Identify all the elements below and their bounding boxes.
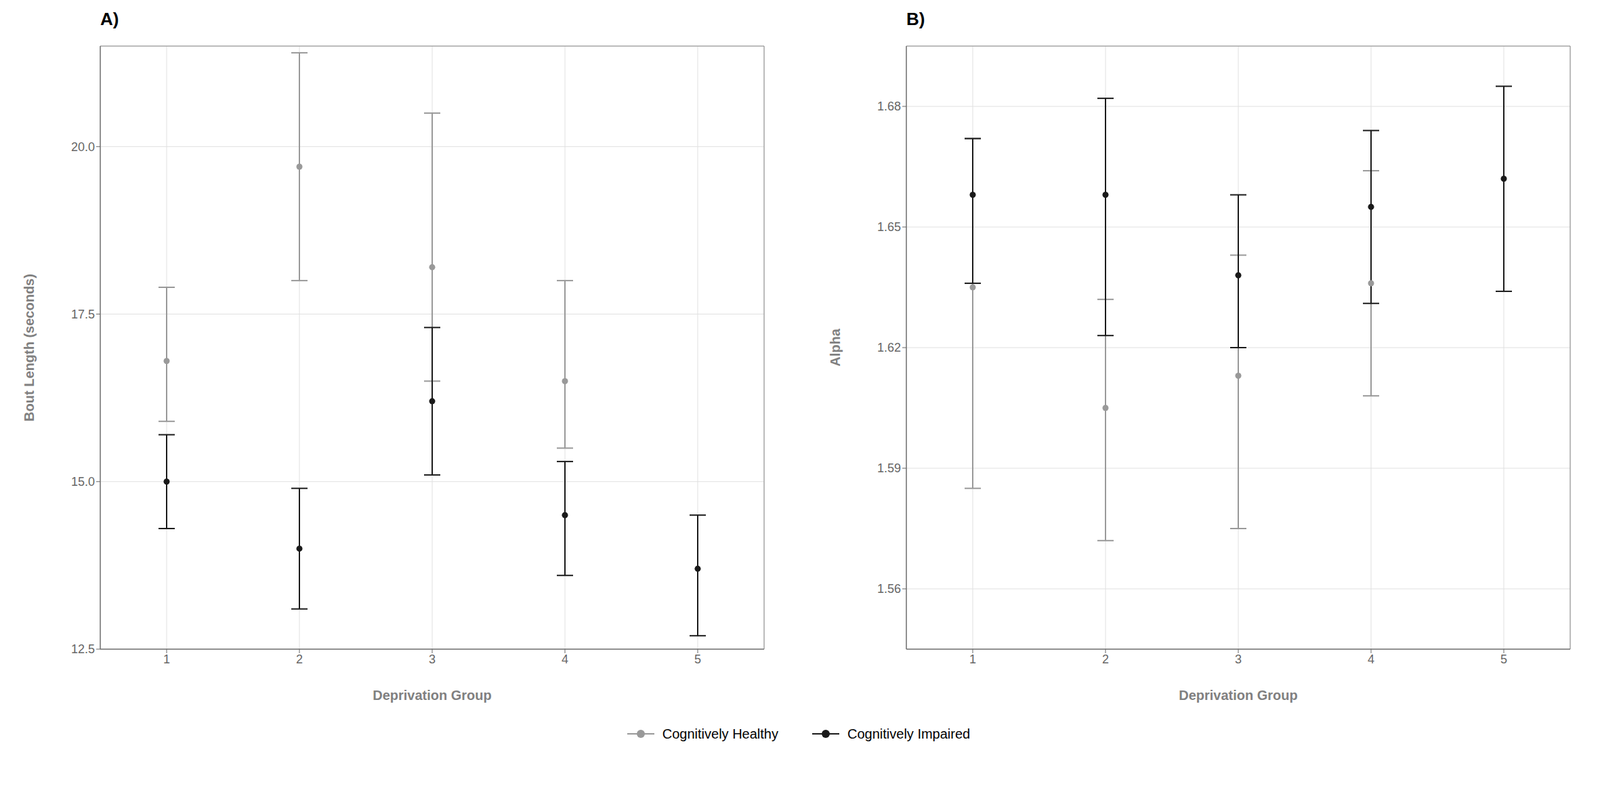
html-text:Cognitively Impaired: Cognitively Impaired — [847, 725, 971, 741]
svg-text:1.59: 1.59 — [877, 461, 901, 475]
html-text:B): B) — [906, 8, 925, 30]
svg-text:5: 5 — [694, 652, 702, 666]
svg-text:1.68: 1.68 — [877, 99, 901, 114]
svg-text:15.0: 15.0 — [71, 474, 95, 489]
svg-text:4: 4 — [1367, 652, 1375, 666]
svg-text:12.5: 12.5 — [71, 642, 95, 656]
svg-text:1.56: 1.56 — [877, 581, 901, 596]
html-text:A): A) — [100, 8, 119, 30]
svg-text:1.62: 1.62 — [877, 340, 901, 355]
svg-text:2: 2 — [296, 652, 303, 666]
svg-text:1.65: 1.65 — [877, 220, 901, 234]
svg-text:3: 3 — [1234, 652, 1242, 666]
svg-text:1: 1 — [163, 652, 171, 666]
svg-text:Bout Length (seconds): Bout Length (seconds) — [21, 273, 37, 422]
svg-text:5: 5 — [1500, 652, 1508, 666]
svg-text:1: 1 — [969, 652, 977, 666]
svg-text:17.5: 17.5 — [71, 307, 95, 322]
svg-text:Deprivation Group: Deprivation Group — [372, 687, 492, 703]
svg-text:2: 2 — [1102, 652, 1109, 666]
svg-text:Alpha: Alpha — [827, 327, 843, 366]
svg-text:20.0: 20.0 — [71, 140, 95, 154]
svg-text:3: 3 — [428, 652, 436, 666]
svg-text:Deprivation Group: Deprivation Group — [1178, 687, 1298, 703]
svg-text:4: 4 — [561, 652, 569, 666]
html-text:Cognitively Healthy: Cognitively Healthy — [662, 725, 779, 741]
